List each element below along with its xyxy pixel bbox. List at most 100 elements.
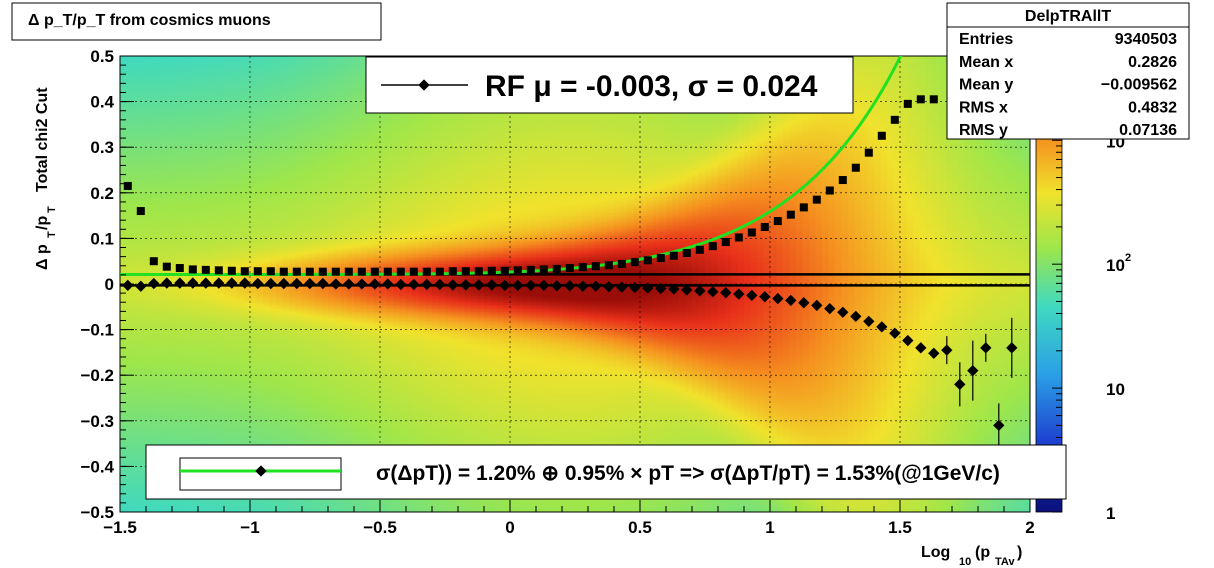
heatmap-cell [172, 234, 179, 237]
heatmap-cell [192, 336, 199, 339]
heatmap-cell [205, 250, 212, 253]
heatmap-cell [198, 307, 205, 310]
heatmap-cell [140, 343, 147, 346]
heatmap-cell [276, 320, 283, 323]
heatmap-cell [133, 352, 140, 355]
heatmap-cell [263, 364, 270, 367]
heatmap-cell [159, 320, 166, 323]
heatmap-cell [250, 220, 257, 223]
heatmap-cell [153, 405, 160, 408]
heatmap-cell [179, 63, 186, 66]
heatmap-cell [257, 77, 264, 80]
heatmap-cell [231, 377, 238, 380]
heatmap-cell [172, 384, 179, 387]
heatmap-cell [172, 398, 179, 401]
heatmap-cell [231, 79, 238, 82]
heatmap-cell [257, 108, 264, 111]
heatmap-cell [218, 425, 225, 428]
heatmap-cell [237, 334, 244, 337]
heatmap-cell [198, 403, 205, 406]
heatmap-cell [250, 382, 257, 385]
heatmap-cell [244, 225, 251, 228]
heatmap-cell [192, 79, 199, 82]
heatmap-cell [270, 387, 277, 390]
heatmap-cell [153, 289, 160, 292]
heatmap-cell [224, 389, 231, 392]
heatmap-cell [127, 371, 134, 374]
heatmap-cell [198, 409, 205, 412]
heatmap-cell [198, 188, 205, 191]
heatmap-cell [185, 220, 192, 223]
heatmap-cell [120, 498, 127, 501]
heatmap-cell [198, 95, 205, 98]
heatmap-cell [166, 79, 173, 82]
heatmap-cell [211, 305, 218, 308]
heatmap-cell [140, 131, 147, 134]
heatmap-cell [198, 127, 205, 130]
heatmap-cell [198, 163, 205, 166]
heatmap-cell [146, 168, 153, 171]
heatmap-cell [211, 330, 218, 333]
heatmap-cell [263, 259, 270, 262]
heatmap-cell [172, 330, 179, 333]
heatmap-cell [244, 368, 251, 371]
heatmap-cell [250, 238, 257, 241]
heatmap-cell [140, 136, 147, 139]
heatmap-cell [153, 248, 160, 251]
heatmap-cell [153, 163, 160, 166]
heatmap-cell [127, 108, 134, 111]
heatmap-cell [218, 350, 225, 353]
heatmap-cell [276, 216, 283, 219]
heatmap-cell [146, 346, 153, 349]
heatmap-cell [172, 118, 179, 121]
heatmap-cell [270, 143, 277, 146]
heatmap-cell [140, 106, 147, 109]
heatmap-cell [237, 115, 244, 118]
heatmap-cell [133, 371, 140, 374]
heatmap-cell [224, 368, 231, 371]
heatmap-cell [257, 65, 264, 68]
heatmap-cell [192, 261, 199, 264]
heatmap-cell [250, 416, 257, 419]
heatmap-cell [198, 106, 205, 109]
heatmap-cell [237, 65, 244, 68]
heatmap-cell [133, 414, 140, 417]
heatmap-cell [276, 95, 283, 98]
heatmap-cell [250, 108, 257, 111]
heatmap-cell [276, 375, 283, 378]
heatmap-cell [211, 348, 218, 351]
heatmap-cell [224, 261, 231, 264]
heatmap-cell [237, 348, 244, 351]
heatmap-cell [244, 254, 251, 257]
heatmap-cell [211, 341, 218, 344]
heatmap-cell [231, 184, 238, 187]
heatmap-cell [172, 74, 179, 77]
heatmap-cell [133, 74, 140, 77]
heatmap-cell [192, 503, 199, 506]
heatmap-cell [224, 77, 231, 80]
heatmap-cell [250, 371, 257, 374]
heatmap-cell [198, 298, 205, 301]
heatmap-cell [140, 350, 147, 353]
heatmap-cell [250, 156, 257, 159]
heatmap-cell [140, 325, 147, 328]
heatmap-cell [270, 298, 277, 301]
heatmap-cell [185, 320, 192, 323]
heatmap-cell [133, 291, 140, 294]
heatmap-cell [185, 63, 192, 66]
heatmap-cell [205, 120, 212, 123]
heatmap-cell [166, 289, 173, 292]
heatmap-cell [127, 95, 134, 98]
heatmap-cell [211, 79, 218, 82]
heatmap-cell [224, 336, 231, 339]
heatmap-cell [276, 403, 283, 406]
heatmap-cell [166, 414, 173, 417]
heatmap-cell [211, 108, 218, 111]
heatmap-cell [172, 129, 179, 132]
heatmap-cell [172, 227, 179, 230]
heatmap-cell [205, 368, 212, 371]
heatmap-cell [276, 86, 283, 89]
heatmap-cell [257, 122, 264, 125]
heatmap-cell [146, 362, 153, 365]
heatmap-cell [120, 332, 127, 335]
